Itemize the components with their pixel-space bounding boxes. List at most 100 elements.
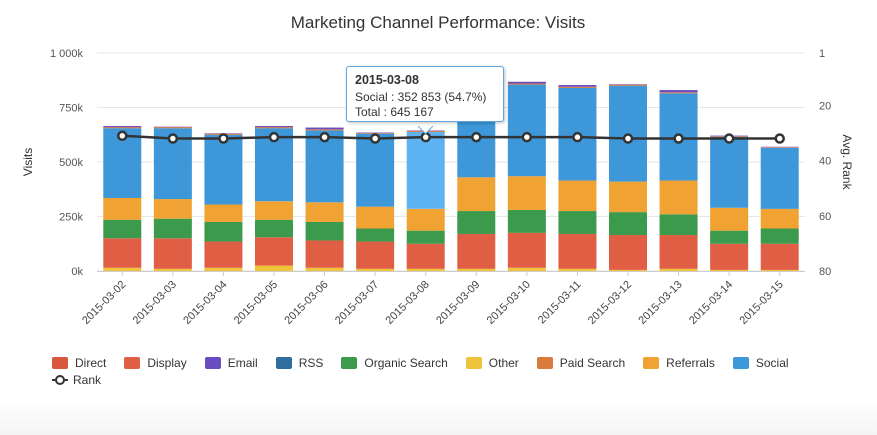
legend-item[interactable]: Rank [52,372,101,387]
bar-segment [406,243,445,269]
bar-segment [609,212,647,236]
y2-tick-label: 80 [819,266,831,278]
rank-point [471,131,482,143]
bar-segment [558,211,597,234]
bar-segment [558,268,597,271]
y2-tick-label: 20 [819,100,831,112]
bar-segment [356,206,395,229]
legend-item[interactable]: RSS [275,355,323,370]
x-tick-label: 2015-03-15 [738,279,786,327]
bar-segment [153,238,192,269]
legend-item[interactable]: Referrals [643,355,715,370]
legend-swatch [52,374,68,386]
bar-segment [659,268,698,271]
rank-point [268,131,280,143]
bar-segment [457,233,496,269]
bar-segment [406,131,445,209]
legend-item[interactable]: Other [465,355,519,370]
bar-segment [710,136,749,208]
legend-item[interactable]: Direct [52,355,106,370]
legend-swatch [536,356,553,369]
y-tick-label: 500k [59,157,83,169]
x-tick-label: 2015-03-08 [384,279,432,327]
x-tick-label: 2015-03-06 [282,279,330,327]
bar-segment [659,90,698,93]
bar-segment [255,265,293,271]
legend-swatch [52,356,68,369]
bar-segment [609,269,647,271]
bar-segment [659,214,698,236]
x-tick-label: 2015-03-04 [181,279,229,327]
rank-point [673,133,684,144]
x-tick-label: 2015-03-10 [485,279,533,327]
bar-segment [406,230,445,244]
bar-segment [760,228,799,244]
y2-tick-label: 1 [819,48,825,60]
bar-segment [659,180,698,215]
tooltip-series-line: Social : 352 853 (54.7%) [355,90,487,104]
rank-point [218,133,229,144]
bar-segment [255,126,293,128]
bar-segment [305,202,344,222]
legend-swatch [275,356,292,369]
bar-segment [507,267,546,271]
bar-segment [710,243,749,270]
legend-label: Organic Search [364,355,448,370]
bar-segment [255,237,293,266]
bar-segment [305,127,344,130]
legend-item[interactable]: Paid Search [536,355,625,370]
bar-segment [153,127,192,129]
legend-item[interactable]: Email [204,355,258,370]
legend-item[interactable]: Display [124,355,187,370]
bar-segment [204,204,243,222]
bar-segment [153,268,192,271]
legend-swatch [465,356,482,369]
x-tick-label: 2015-03-13 [636,279,684,327]
y2-tick-label: 40 [819,156,831,168]
legend-item[interactable]: Organic Search [341,355,448,370]
rank-point [521,131,533,143]
y-axis-title: Visits [21,148,35,176]
rank-point [369,133,381,144]
bar-segment [305,221,344,241]
rank-line [122,134,780,140]
chart-title: Marketing Channel Performance: Visits [291,13,586,32]
bar-segment [406,268,445,271]
y2-tick-label: 60 [819,211,831,223]
bar-segment [204,134,243,205]
legend-swatch [124,356,141,369]
bar-segment [457,268,496,271]
bar-segment [103,127,142,129]
bar-segment [609,235,647,270]
bar-segment [558,86,597,88]
bar-segment [760,147,799,209]
x-tick-label: 2015-03-11 [536,279,584,327]
legend-swatch [204,356,221,369]
rank-point [319,131,330,143]
bar-segment [760,208,799,229]
bar-segment [659,92,698,94]
chart-legend: Direct Display Email RSS Organic Search Other… [52,355,852,387]
bar-segment [760,147,799,148]
bar-segment [507,81,546,84]
legend-item[interactable]: Social [732,355,789,370]
legend-label: Display [147,355,187,370]
chart-tooltip: 2015-03-08 Social : 352 853 (54.7%) Tota… [346,66,504,122]
x-tick-label: 2015-03-09 [434,279,482,327]
bar-segment [153,218,192,239]
bar-segment [507,83,546,85]
bar-segment [457,211,496,234]
bar-segment [760,243,799,270]
bar-segment [356,268,395,271]
y-tick-label: 1 000k [50,48,84,60]
y-tick-label: 250k [59,212,83,224]
x-tick-label: 2015-03-07 [333,279,381,327]
legend-label: Other [488,355,519,370]
bar-segment [457,177,496,212]
legend-swatch [341,356,358,369]
x-tick-label: 2015-03-14 [687,279,735,327]
legend-label: Referrals [666,355,715,370]
bar-segment [204,221,243,242]
bar-segment [255,127,293,129]
